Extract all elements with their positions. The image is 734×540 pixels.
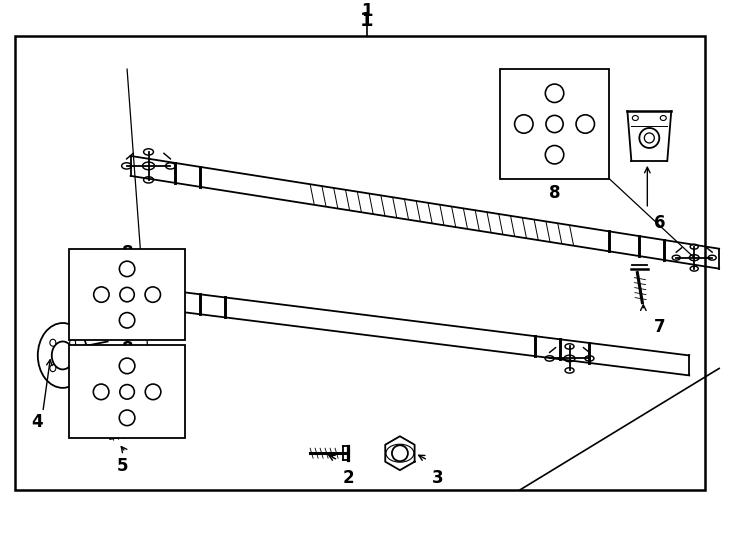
Ellipse shape: [565, 344, 574, 349]
Circle shape: [120, 287, 134, 302]
Circle shape: [145, 384, 161, 400]
Circle shape: [546, 116, 563, 133]
Ellipse shape: [166, 293, 175, 299]
Circle shape: [576, 115, 595, 133]
Circle shape: [94, 287, 109, 302]
Ellipse shape: [633, 116, 639, 120]
Ellipse shape: [585, 356, 594, 361]
Text: 5: 5: [117, 457, 128, 475]
Text: 4: 4: [31, 413, 43, 431]
Ellipse shape: [545, 356, 554, 361]
Ellipse shape: [122, 163, 131, 169]
Ellipse shape: [50, 364, 56, 372]
Ellipse shape: [644, 133, 654, 143]
Text: 2: 2: [342, 469, 354, 487]
Bar: [15, 36, 705, 490]
Ellipse shape: [144, 149, 153, 155]
Ellipse shape: [142, 292, 155, 300]
Text: 8: 8: [122, 244, 134, 262]
Circle shape: [515, 115, 533, 133]
Text: 3: 3: [432, 469, 443, 487]
Circle shape: [93, 384, 109, 400]
Circle shape: [120, 358, 135, 374]
Circle shape: [120, 261, 135, 276]
Ellipse shape: [122, 293, 131, 299]
Ellipse shape: [50, 339, 56, 346]
Circle shape: [392, 445, 408, 461]
Ellipse shape: [639, 128, 659, 148]
Ellipse shape: [166, 163, 175, 169]
Bar: [69, 346, 186, 438]
Bar: [500, 69, 609, 179]
Ellipse shape: [70, 339, 76, 346]
Ellipse shape: [37, 323, 87, 388]
Text: 7: 7: [653, 318, 665, 335]
Bar: [69, 249, 186, 341]
Ellipse shape: [672, 255, 680, 260]
Circle shape: [120, 313, 135, 328]
Text: 6: 6: [653, 214, 665, 232]
Ellipse shape: [144, 306, 153, 313]
Ellipse shape: [708, 255, 716, 260]
Text: 1: 1: [361, 2, 373, 21]
Ellipse shape: [52, 341, 73, 369]
Ellipse shape: [661, 116, 666, 120]
Text: 8: 8: [549, 184, 560, 202]
Ellipse shape: [142, 162, 155, 170]
Ellipse shape: [144, 279, 153, 285]
Circle shape: [120, 410, 135, 426]
Circle shape: [545, 84, 564, 103]
Ellipse shape: [70, 364, 76, 372]
Ellipse shape: [565, 368, 574, 373]
Ellipse shape: [690, 266, 698, 271]
Ellipse shape: [690, 244, 698, 249]
Ellipse shape: [144, 177, 153, 183]
Circle shape: [145, 287, 161, 302]
Circle shape: [120, 384, 134, 399]
Ellipse shape: [564, 355, 575, 362]
Ellipse shape: [689, 255, 700, 261]
Text: 1: 1: [360, 11, 374, 30]
Circle shape: [545, 145, 564, 164]
Text: 8: 8: [122, 341, 134, 359]
